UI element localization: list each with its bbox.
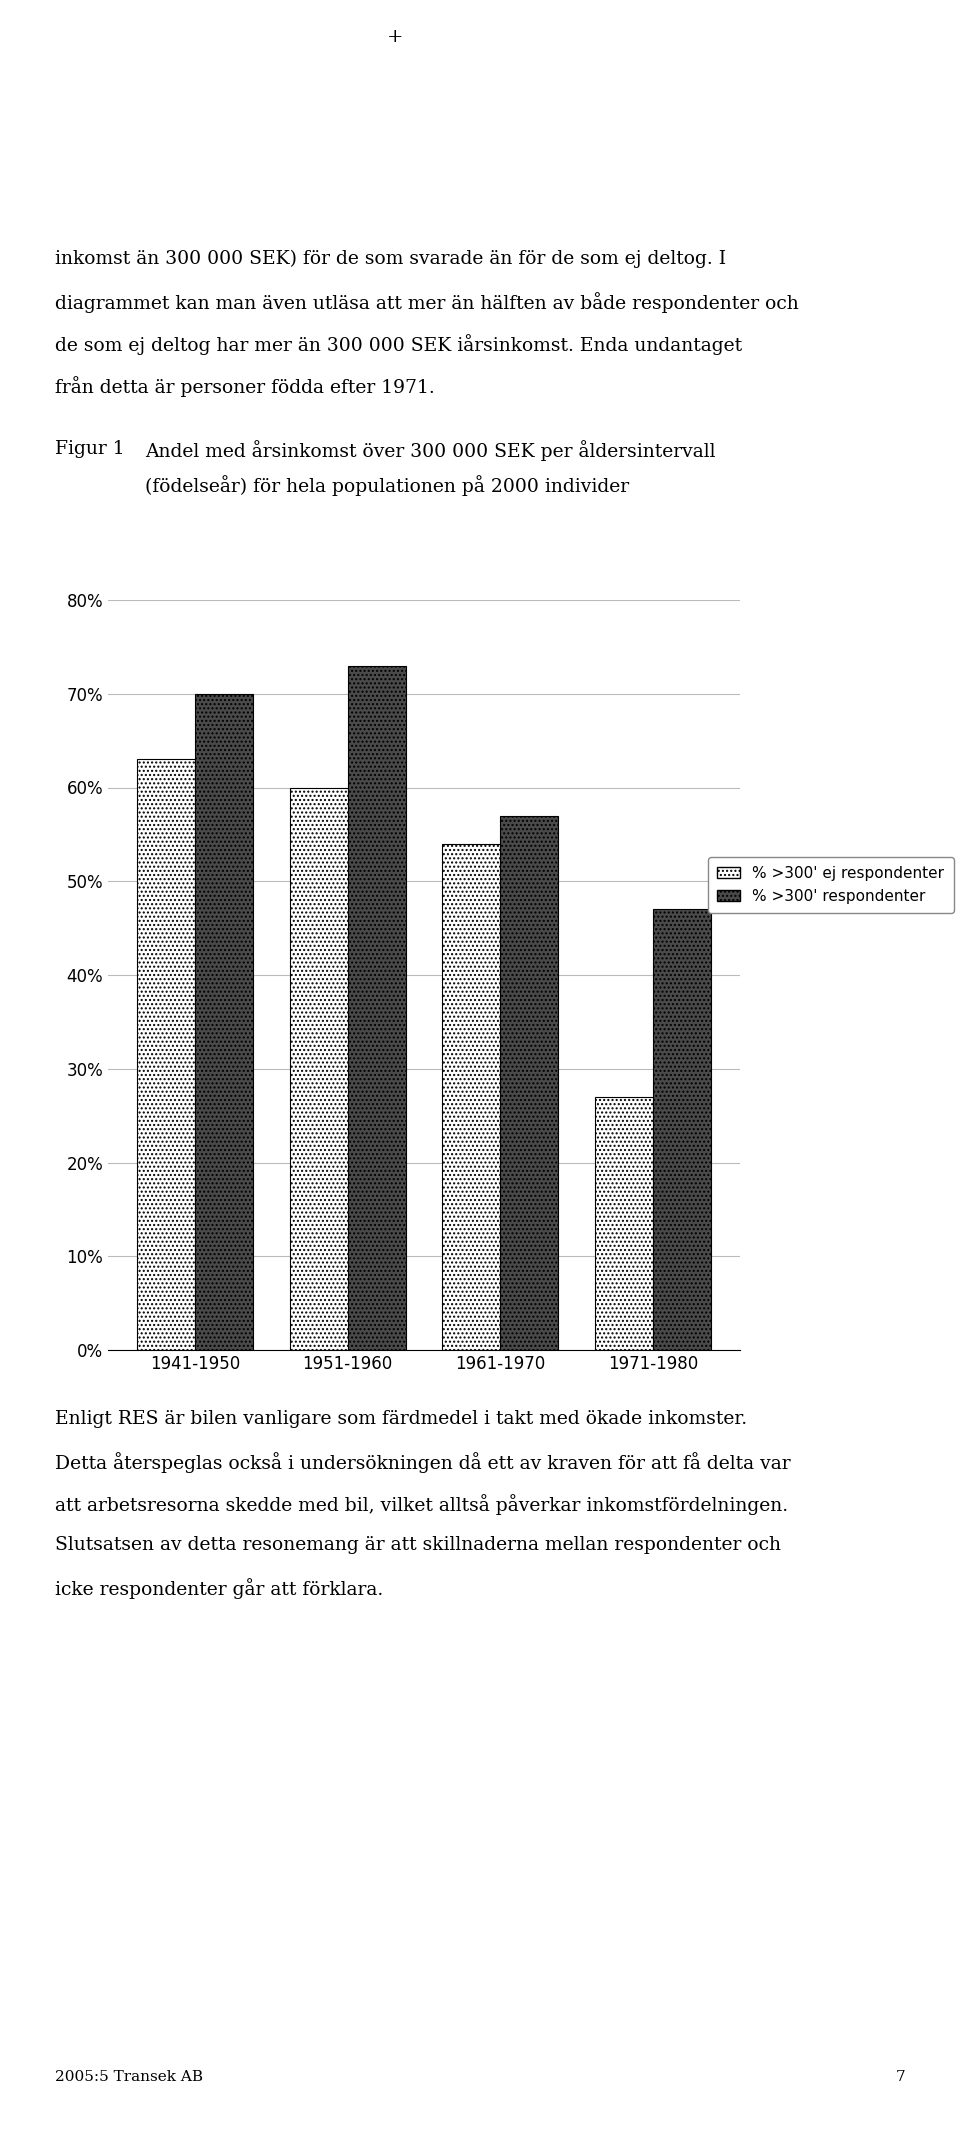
Bar	[195, 694, 252, 1350]
Text: +: +	[387, 28, 403, 47]
Text: (födelseår) för hela populationen på 2000 individer: (födelseår) för hela populationen på 200…	[145, 475, 629, 496]
Text: 7: 7	[896, 2069, 905, 2084]
Bar	[595, 1096, 653, 1350]
Text: diagrammet kan man även utläsa att mer än hälften av både respondenter och: diagrammet kan man även utläsa att mer ä…	[55, 292, 799, 313]
Text: Slutsatsen av detta resonemang är att skillnaderna mellan respondenter och: Slutsatsen av detta resonemang är att sk…	[55, 1535, 781, 1554]
Bar	[653, 909, 711, 1350]
Legend: % >300' ej respondenter, % >300' respondenter: % >300' ej respondenter, % >300' respond…	[708, 858, 953, 913]
Bar	[348, 666, 406, 1350]
Text: de som ej deltog har mer än 300 000 SEK iårsinkomst. Enda undantaget: de som ej deltog har mer än 300 000 SEK …	[55, 334, 742, 356]
Text: icke respondenter går att förklara.: icke respondenter går att förklara.	[55, 1578, 383, 1599]
Bar	[290, 788, 348, 1350]
Text: Figur 1: Figur 1	[55, 441, 125, 458]
Text: Andel med årsinkomst över 300 000 SEK per åldersintervall: Andel med årsinkomst över 300 000 SEK pe…	[145, 441, 715, 462]
Text: Detta återspeglas också i undersökningen då ett av kraven för att få delta var: Detta återspeglas också i undersökningen…	[55, 1452, 791, 1473]
Bar	[500, 815, 559, 1350]
Text: 2005:5 Transek AB: 2005:5 Transek AB	[55, 2069, 203, 2084]
Text: inkomst än 300 000 SEK) för de som svarade än för de som ej deltog. I: inkomst än 300 000 SEK) för de som svara…	[55, 249, 726, 268]
Text: att arbetsresorna skedde med bil, vilket alltså påverkar inkomstfördelningen.: att arbetsresorna skedde med bil, vilket…	[55, 1495, 788, 1516]
Bar	[443, 843, 500, 1350]
Text: Enligt RES är bilen vanligare som färdmedel i takt med ökade inkomster.: Enligt RES är bilen vanligare som färdme…	[55, 1409, 747, 1429]
Bar	[136, 760, 195, 1350]
Text: från detta är personer födda efter 1971.: från detta är personer födda efter 1971.	[55, 377, 435, 396]
